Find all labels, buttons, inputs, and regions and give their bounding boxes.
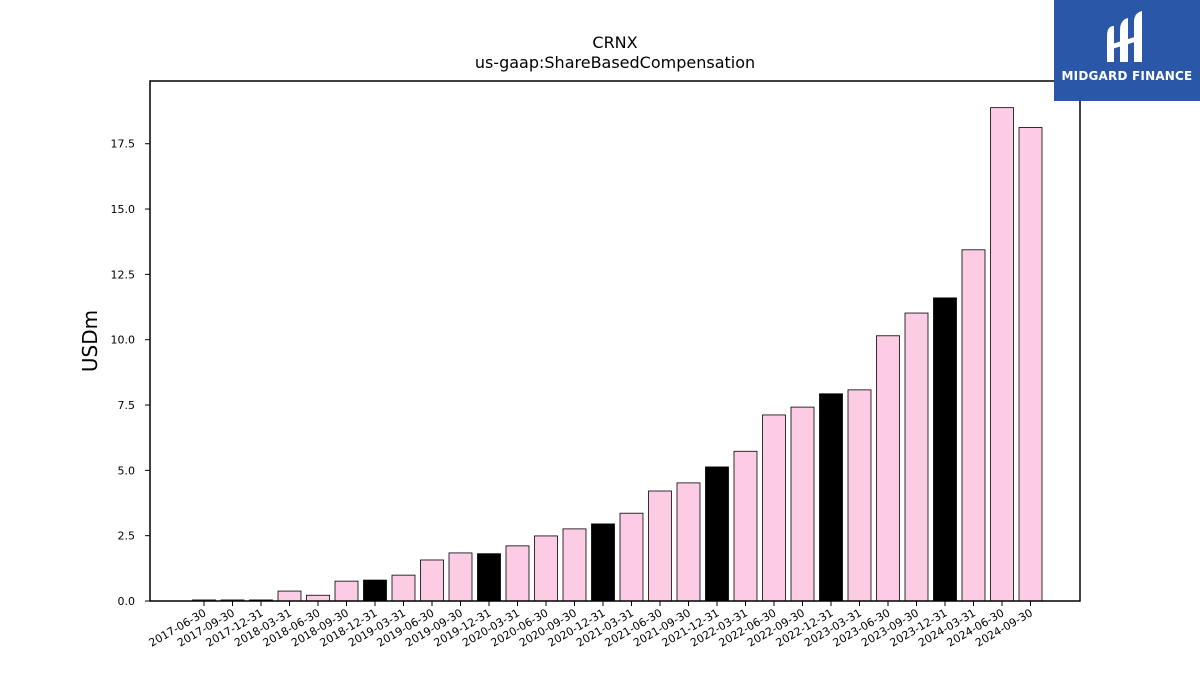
- bar-2023-06-30: [876, 335, 900, 602]
- y-tick-label: 17.5: [111, 138, 136, 151]
- chart-title: CRNX: [592, 33, 637, 52]
- bar-2023-09-30: [904, 312, 929, 602]
- bar-2024-09-30: [1018, 127, 1043, 602]
- y-tick-label: 12.5: [111, 268, 136, 281]
- midgard-logo-icon: [1107, 11, 1142, 62]
- bar-2021-03-31: [619, 512, 644, 602]
- y-tick-label: 10.0: [111, 334, 136, 347]
- bar-2024-03-31: [961, 249, 986, 602]
- y-tick-label: 2.5: [118, 530, 136, 543]
- bar-2020-06-30: [534, 535, 558, 602]
- bar-2022-12-31: [819, 393, 843, 602]
- plot-frame: [149, 80, 1081, 602]
- y-axis-ticks: 0.0 2.5 5.0 7.5 10.0 12.5 15.0 17.5: [111, 138, 150, 608]
- bar-2024-06-30: [990, 107, 1014, 602]
- bar-2022-09-30: [790, 406, 815, 602]
- bar-2018-06-30: [306, 594, 330, 602]
- bar-2022-06-30: [762, 414, 786, 602]
- brand-logo: MIDGARD FINANCE: [1054, 0, 1200, 101]
- bar-2019-09-30: [448, 552, 473, 602]
- bar-2021-12-31: [705, 466, 729, 602]
- bar-2018-03-31: [277, 590, 302, 602]
- bar-2020-12-31: [591, 523, 615, 602]
- y-axis-label: USDm: [78, 310, 102, 372]
- bar-2018-12-31: [363, 579, 387, 602]
- y-tick-label: 15.0: [111, 203, 136, 216]
- bar-2023-12-31: [933, 297, 957, 602]
- bar-2018-09-30: [334, 580, 359, 602]
- chart-subtitle: us-gaap:ShareBasedCompensation: [475, 53, 755, 72]
- bar-2022-03-31: [733, 450, 758, 602]
- y-tick-label: 7.5: [118, 399, 136, 412]
- bar-2019-12-31: [477, 553, 501, 602]
- bar-2020-09-30: [562, 528, 587, 602]
- x-axis-ticks: 2017-06-302017-09-302017-12-312018-03-31…: [147, 601, 1035, 650]
- bar-2021-06-30: [648, 490, 672, 602]
- y-tick-label: 0.0: [118, 595, 136, 608]
- bars-group: [192, 107, 1043, 602]
- bar-2019-03-31: [391, 574, 416, 602]
- y-tick-label: 5.0: [118, 464, 136, 477]
- bar-2023-03-31: [847, 389, 872, 602]
- bar-2021-09-30: [676, 482, 701, 602]
- brand-name: MIDGARD FINANCE: [1061, 69, 1193, 83]
- bar-2019-06-30: [420, 559, 444, 602]
- bar-2020-03-31: [505, 545, 530, 602]
